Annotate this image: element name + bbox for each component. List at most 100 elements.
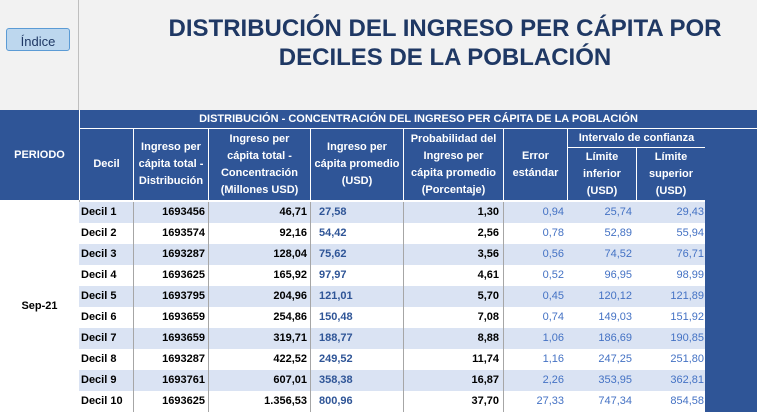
decil-cell: Decil 3 xyxy=(81,248,117,260)
error-cell: 0,78 xyxy=(503,223,567,244)
probabilidad-header-l1: Probabilidad del xyxy=(410,132,497,145)
probabilidad-cell: 11,74 xyxy=(403,349,503,370)
limite-superior-cell: 121,89 xyxy=(670,290,704,302)
distribucion-cell: 1693625 xyxy=(133,391,208,412)
distribucion-cell: 1693287 xyxy=(133,349,208,370)
limite-inferior-cell: 96,95 xyxy=(604,269,632,281)
distribucion-header-l2: cápita total - xyxy=(138,158,204,170)
error-cell: 2,26 xyxy=(503,370,567,391)
probabilidad-cell: 1,30 xyxy=(403,202,503,223)
promedio-cell: 249,52 xyxy=(310,349,403,370)
concentracion-cell: 1.356,53 xyxy=(208,391,310,412)
limite-inferior-header-l1: Límite xyxy=(585,150,619,163)
limite-inferior-cell: 353,95 xyxy=(598,374,632,386)
table-row: Decil 6 1693659 254,86 150,48 7,08 0,74 149,03… xyxy=(79,307,705,328)
limite-superior-cell: 854,58 xyxy=(670,395,704,407)
decil-header: Decil xyxy=(79,129,133,200)
table-row: Decil 5 1693795 204,96 121,01 5,70 0,45 120,12… xyxy=(79,286,705,307)
promedio-cell: 188,77 xyxy=(310,328,403,349)
table-row: Decil 4 1693625 165,92 97,97 4,61 0,52 96,95 98… xyxy=(79,265,705,286)
promedio-header: Ingreso per cápita promedio (USD) xyxy=(310,129,403,200)
promedio-header-l3: (USD) xyxy=(341,175,373,187)
probabilidad-header-l3: cápita promedio xyxy=(411,166,496,179)
page-title: DISTRIBUCIÓN DEL INGRESO PER CÁPITA POR … xyxy=(150,14,740,72)
decil-cell: Decil 1 xyxy=(81,206,117,218)
limite-inferior-cell: 747,34 xyxy=(598,395,632,407)
header-right-band xyxy=(705,129,757,200)
concentracion-cell: 46,71 xyxy=(208,202,310,223)
right-band xyxy=(705,200,757,412)
table-row: Decil 9 1693761 607,01 358,38 16,87 2,26 353,9… xyxy=(79,370,705,391)
period-cell: Sep-21 xyxy=(0,200,80,412)
probabilidad-cell: 8,88 xyxy=(403,328,503,349)
promedio-header-l1: Ingreso per xyxy=(327,141,387,153)
limite-superior-cell: 98,99 xyxy=(676,269,704,281)
periodo-header: PERIODO xyxy=(0,110,79,200)
limite-superior-cell: 55,94 xyxy=(676,227,704,239)
probabilidad-cell: 3,56 xyxy=(403,244,503,265)
concentracion-cell: 204,96 xyxy=(208,286,310,307)
distribucion-cell: 1693659 xyxy=(133,307,208,328)
error-cell: 1,06 xyxy=(503,328,567,349)
distribucion-cell: 1693287 xyxy=(133,244,208,265)
limite-inferior-header-l2: inferior xyxy=(583,167,621,180)
page-title-line2: DECILES DE LA POBLACIÓN xyxy=(278,44,612,71)
concentracion-cell: 128,04 xyxy=(208,244,310,265)
distribucion-cell: 1693761 xyxy=(133,370,208,391)
error-cell: 0,74 xyxy=(503,307,567,328)
promedio-cell: 121,01 xyxy=(310,286,403,307)
error-header-l1: Error xyxy=(522,149,549,162)
error-header: Error estándar xyxy=(503,129,567,200)
indice-button[interactable]: Índice xyxy=(6,28,70,51)
concentracion-cell: 92,16 xyxy=(208,223,310,244)
limite-superior-cell: 190,85 xyxy=(670,332,704,344)
distribucion-cell: 1693659 xyxy=(133,328,208,349)
concentracion-header-l2: cápita total - xyxy=(227,149,292,162)
concentracion-header: Ingreso per cápita total - Concentración… xyxy=(208,129,310,200)
distribucion-header: Ingreso per cápita total - Distribución xyxy=(133,129,208,200)
probabilidad-cell: 2,56 xyxy=(403,223,503,244)
concentracion-cell: 607,01 xyxy=(208,370,310,391)
decil-cell: Decil 6 xyxy=(81,311,117,323)
decil-cell: Decil 10 xyxy=(81,395,123,407)
intervalo-header: Intervalo de confianza xyxy=(567,129,705,148)
limite-superior-cell: 151,92 xyxy=(670,311,704,323)
table-row: Decil 1 1693456 46,71 27,58 1,30 0,94 25,74 29,… xyxy=(79,202,705,223)
decil-cell: Decil 5 xyxy=(81,290,117,302)
probabilidad-cell: 5,70 xyxy=(403,286,503,307)
limite-inferior-cell: 25,74 xyxy=(604,206,632,218)
decil-cell: Decil 8 xyxy=(81,353,117,365)
decil-cell: Decil 2 xyxy=(81,227,117,239)
probabilidad-cell: 37,70 xyxy=(403,391,503,412)
promedio-cell: 27,58 xyxy=(310,202,403,223)
limite-superior-header: Límite superior (USD) xyxy=(636,148,705,200)
limite-superior-header-l1: Límite xyxy=(654,150,688,163)
left-gray-panel xyxy=(0,0,79,110)
distribucion-cell: 1693795 xyxy=(133,286,208,307)
promedio-header-l2: cápita promedio xyxy=(314,158,400,170)
title-area xyxy=(79,0,757,110)
limite-superior-header-l2: superior xyxy=(648,167,693,180)
probabilidad-header-l2: Ingreso per xyxy=(423,149,484,162)
page-title-line1: DISTRIBUCIÓN DEL INGRESO PER CÁPITA POR xyxy=(168,15,722,42)
limite-inferior-cell: 149,03 xyxy=(598,311,632,323)
promedio-cell: 54,42 xyxy=(310,223,403,244)
decil-cell: Decil 4 xyxy=(81,269,117,281)
promedio-cell: 97,97 xyxy=(310,265,403,286)
concentracion-cell: 422,52 xyxy=(208,349,310,370)
error-cell: 0,52 xyxy=(503,265,567,286)
error-cell: 0,94 xyxy=(503,202,567,223)
promedio-cell: 800,96 xyxy=(310,391,403,412)
error-cell: 27,33 xyxy=(503,391,567,412)
concentracion-cell: 254,86 xyxy=(208,307,310,328)
limite-superior-cell: 362,81 xyxy=(670,374,704,386)
promedio-cell: 358,38 xyxy=(310,370,403,391)
error-cell: 0,45 xyxy=(503,286,567,307)
error-cell: 1,16 xyxy=(503,349,567,370)
probabilidad-header-l4: (Porcentaje) xyxy=(421,183,486,196)
limite-superior-cell: 251,80 xyxy=(670,353,704,365)
concentracion-cell: 165,92 xyxy=(208,265,310,286)
error-header-l2: estándar xyxy=(512,166,559,179)
table-row: Decil 8 1693287 422,52 249,52 11,74 1,16 247,2… xyxy=(79,349,705,370)
promedio-cell: 150,48 xyxy=(310,307,403,328)
